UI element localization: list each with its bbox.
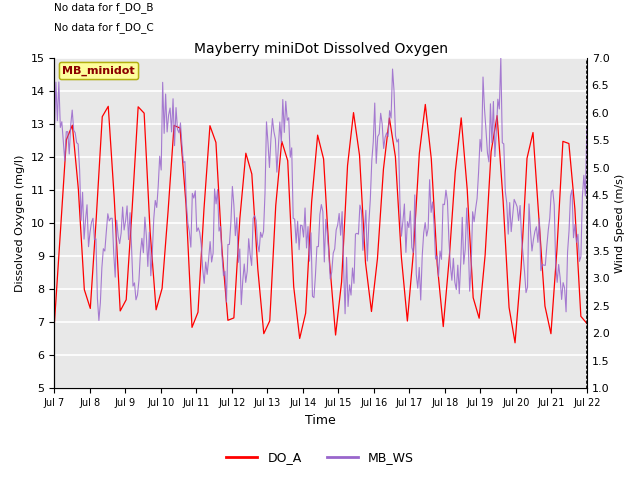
Legend: DO_A, MB_WS: DO_A, MB_WS bbox=[221, 446, 419, 469]
Text: No data for f_DO_B: No data for f_DO_B bbox=[54, 2, 154, 13]
Y-axis label: Wind Speed (m/s): Wind Speed (m/s) bbox=[615, 173, 625, 273]
X-axis label: Time: Time bbox=[305, 414, 336, 427]
Title: Mayberry miniDot Dissolved Oxygen: Mayberry miniDot Dissolved Oxygen bbox=[194, 42, 447, 57]
Y-axis label: Dissolved Oxygen (mg/l): Dissolved Oxygen (mg/l) bbox=[15, 154, 25, 292]
Legend:  bbox=[60, 62, 138, 79]
Text: No data for f_DO_C: No data for f_DO_C bbox=[54, 22, 154, 33]
